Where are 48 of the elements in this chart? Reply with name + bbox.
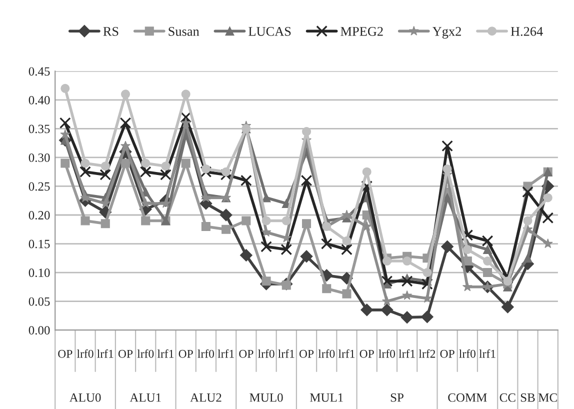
legend-label: Ygx2 <box>432 26 461 39</box>
x-tick-label: OP <box>178 350 193 358</box>
y-tick-label: 0.00 <box>28 326 50 335</box>
x-tick-label: lrf1 <box>398 349 415 358</box>
x-tick-label: lrf0 <box>76 349 94 358</box>
text: CC <box>500 393 516 402</box>
x-tick-label: lrf1 <box>157 349 174 358</box>
legend-label: MPEG2 <box>340 26 383 36</box>
x-tick-label: OP <box>58 350 72 358</box>
y-tick-label: 0.20 <box>28 211 50 220</box>
legend-label: LUCAS <box>248 26 291 36</box>
x-tick-label: OP <box>118 350 133 358</box>
x-tick-label: lrf1 <box>479 349 496 358</box>
text: MC <box>538 393 557 402</box>
x-tick-label: lrf0 <box>198 349 214 358</box>
y-tick-label: 0.10 <box>28 268 50 278</box>
y-tick-label: 0.35 <box>28 124 50 134</box>
x-tick-label: lrf2 <box>418 349 436 358</box>
x-tick-label: lrf0 <box>137 349 154 358</box>
y-tick-label: 0.30 <box>28 153 50 162</box>
x-tick-label: OP <box>360 350 374 358</box>
x-tick-label: OP <box>239 350 254 358</box>
legend-label: H.264 <box>510 26 543 36</box>
x-tick-label: lrf1 <box>338 349 355 358</box>
text: MUL1 <box>310 393 343 402</box>
x-tick-label: lrf0 <box>378 349 396 358</box>
x-tick-label: lrf0 <box>318 349 335 358</box>
y-tick-label: 0.40 <box>28 96 50 104</box>
text: SP <box>390 393 404 402</box>
text: MUL0 <box>250 393 283 402</box>
x-tick-label: lrf1 <box>97 349 114 358</box>
y-tick-label: 0.15 <box>28 240 50 248</box>
legend-label: RS <box>103 26 118 36</box>
x-tick-label: OP <box>299 350 314 358</box>
y-tick-label: 0.25 <box>28 182 50 191</box>
legend-label: Susan <box>168 26 200 36</box>
text: COMM <box>448 393 487 402</box>
y-tick-label: 0.05 <box>28 297 50 306</box>
x-tick-label: lrf0 <box>258 349 274 358</box>
x-tick-label: lrf1 <box>218 349 234 358</box>
text: ALU1 <box>130 393 161 402</box>
x-tick-label: OP <box>440 350 454 358</box>
x-tick-label: lrf1 <box>278 349 294 358</box>
text: ALU2 <box>190 393 222 402</box>
text: ALU0 <box>69 393 101 402</box>
y-tick-label: 0.45 <box>28 67 50 76</box>
x-tick-label: lrf0 <box>459 349 476 358</box>
text: SB <box>520 393 535 402</box>
